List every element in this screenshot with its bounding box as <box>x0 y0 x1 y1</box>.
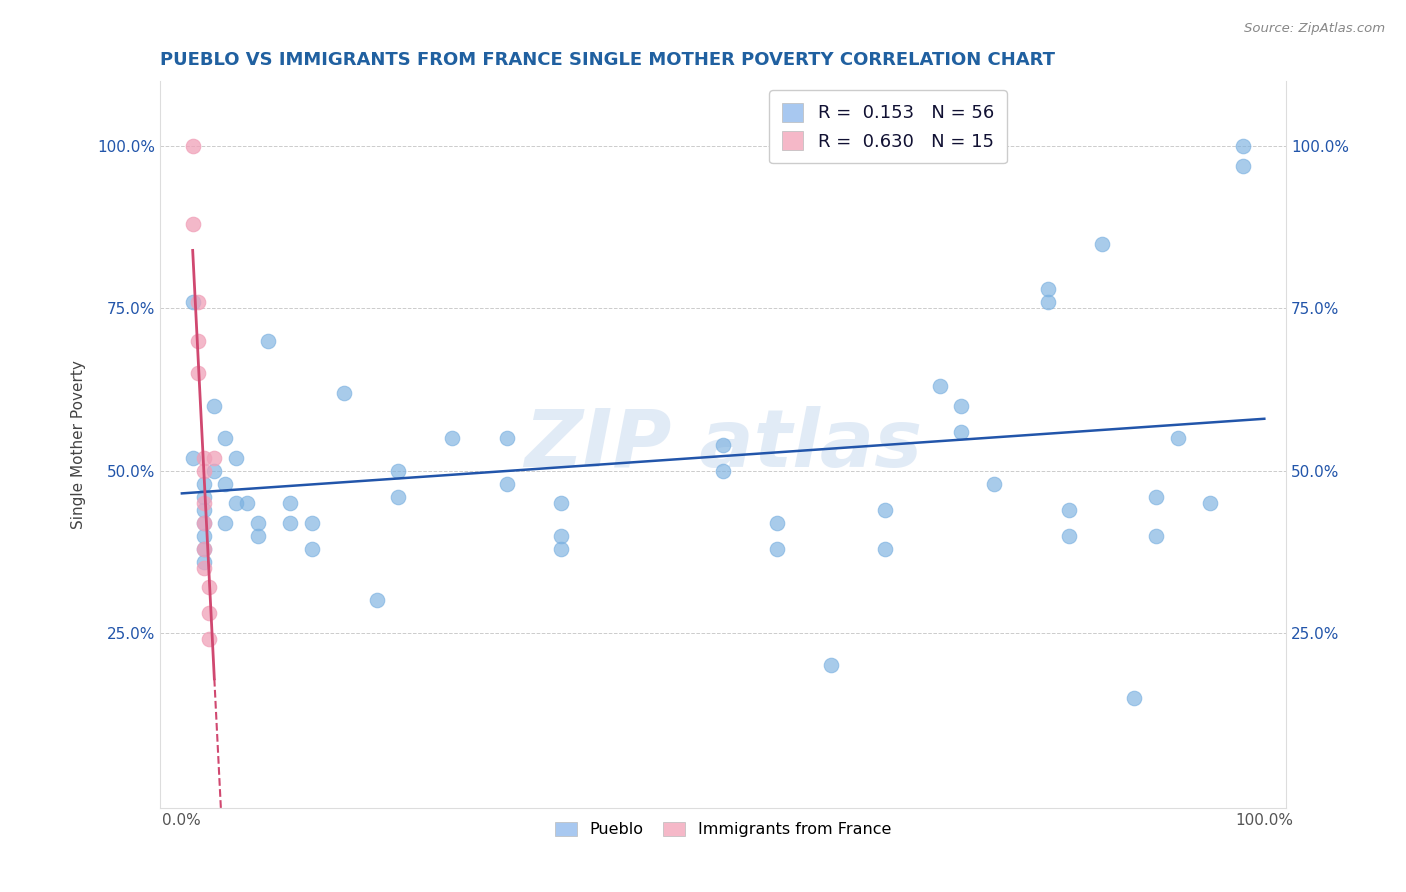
Point <box>246 528 269 542</box>
Point <box>202 450 225 465</box>
Point <box>711 438 734 452</box>
Point <box>766 541 789 556</box>
Point <box>193 516 215 530</box>
Point <box>193 528 215 542</box>
Point <box>181 295 204 310</box>
Point <box>1199 496 1222 510</box>
Point <box>193 561 215 575</box>
Point <box>550 541 572 556</box>
Point <box>225 496 247 510</box>
Point <box>214 476 236 491</box>
Point <box>495 476 517 491</box>
Point <box>225 450 247 465</box>
Point <box>193 476 215 491</box>
Point <box>198 607 221 621</box>
Point <box>246 516 269 530</box>
Point <box>278 496 301 510</box>
Point <box>187 334 209 348</box>
Point <box>950 425 973 439</box>
Point <box>766 516 789 530</box>
Point <box>1036 282 1059 296</box>
Point <box>181 450 204 465</box>
Point <box>875 541 897 556</box>
Point <box>193 541 215 556</box>
Point <box>366 593 388 607</box>
Point <box>550 528 572 542</box>
Point <box>257 334 280 348</box>
Point <box>550 496 572 510</box>
Point <box>301 516 323 530</box>
Point <box>1036 295 1059 310</box>
Point <box>214 516 236 530</box>
Point <box>387 490 409 504</box>
Legend: Pueblo, Immigrants from France: Pueblo, Immigrants from France <box>548 815 898 844</box>
Point <box>950 399 973 413</box>
Point <box>193 496 215 510</box>
Point <box>1144 490 1167 504</box>
Point <box>820 658 842 673</box>
Y-axis label: Single Mother Poverty: Single Mother Poverty <box>72 360 86 529</box>
Point <box>193 555 215 569</box>
Point <box>711 464 734 478</box>
Point <box>198 632 221 647</box>
Point <box>278 516 301 530</box>
Point <box>983 476 1005 491</box>
Text: PUEBLO VS IMMIGRANTS FROM FRANCE SINGLE MOTHER POVERTY CORRELATION CHART: PUEBLO VS IMMIGRANTS FROM FRANCE SINGLE … <box>160 51 1056 69</box>
Point <box>441 431 464 445</box>
Point <box>181 217 204 231</box>
Point <box>1059 502 1081 516</box>
Point <box>387 464 409 478</box>
Point <box>1232 139 1254 153</box>
Text: ZIP atlas: ZIP atlas <box>524 406 922 483</box>
Point <box>187 367 209 381</box>
Point <box>198 581 221 595</box>
Point <box>301 541 323 556</box>
Point <box>1123 690 1146 705</box>
Text: Source: ZipAtlas.com: Source: ZipAtlas.com <box>1244 22 1385 36</box>
Point <box>1167 431 1189 445</box>
Point <box>928 379 950 393</box>
Point <box>1144 528 1167 542</box>
Point <box>495 431 517 445</box>
Point <box>193 464 215 478</box>
Point <box>333 385 356 400</box>
Point <box>187 295 209 310</box>
Point <box>202 464 225 478</box>
Point <box>193 502 215 516</box>
Point <box>1232 159 1254 173</box>
Point <box>236 496 259 510</box>
Point <box>181 139 204 153</box>
Point <box>1091 236 1114 251</box>
Point <box>193 490 215 504</box>
Point <box>214 431 236 445</box>
Point <box>202 399 225 413</box>
Point <box>875 502 897 516</box>
Point <box>1059 528 1081 542</box>
Point <box>193 450 215 465</box>
Point <box>193 516 215 530</box>
Point <box>193 541 215 556</box>
